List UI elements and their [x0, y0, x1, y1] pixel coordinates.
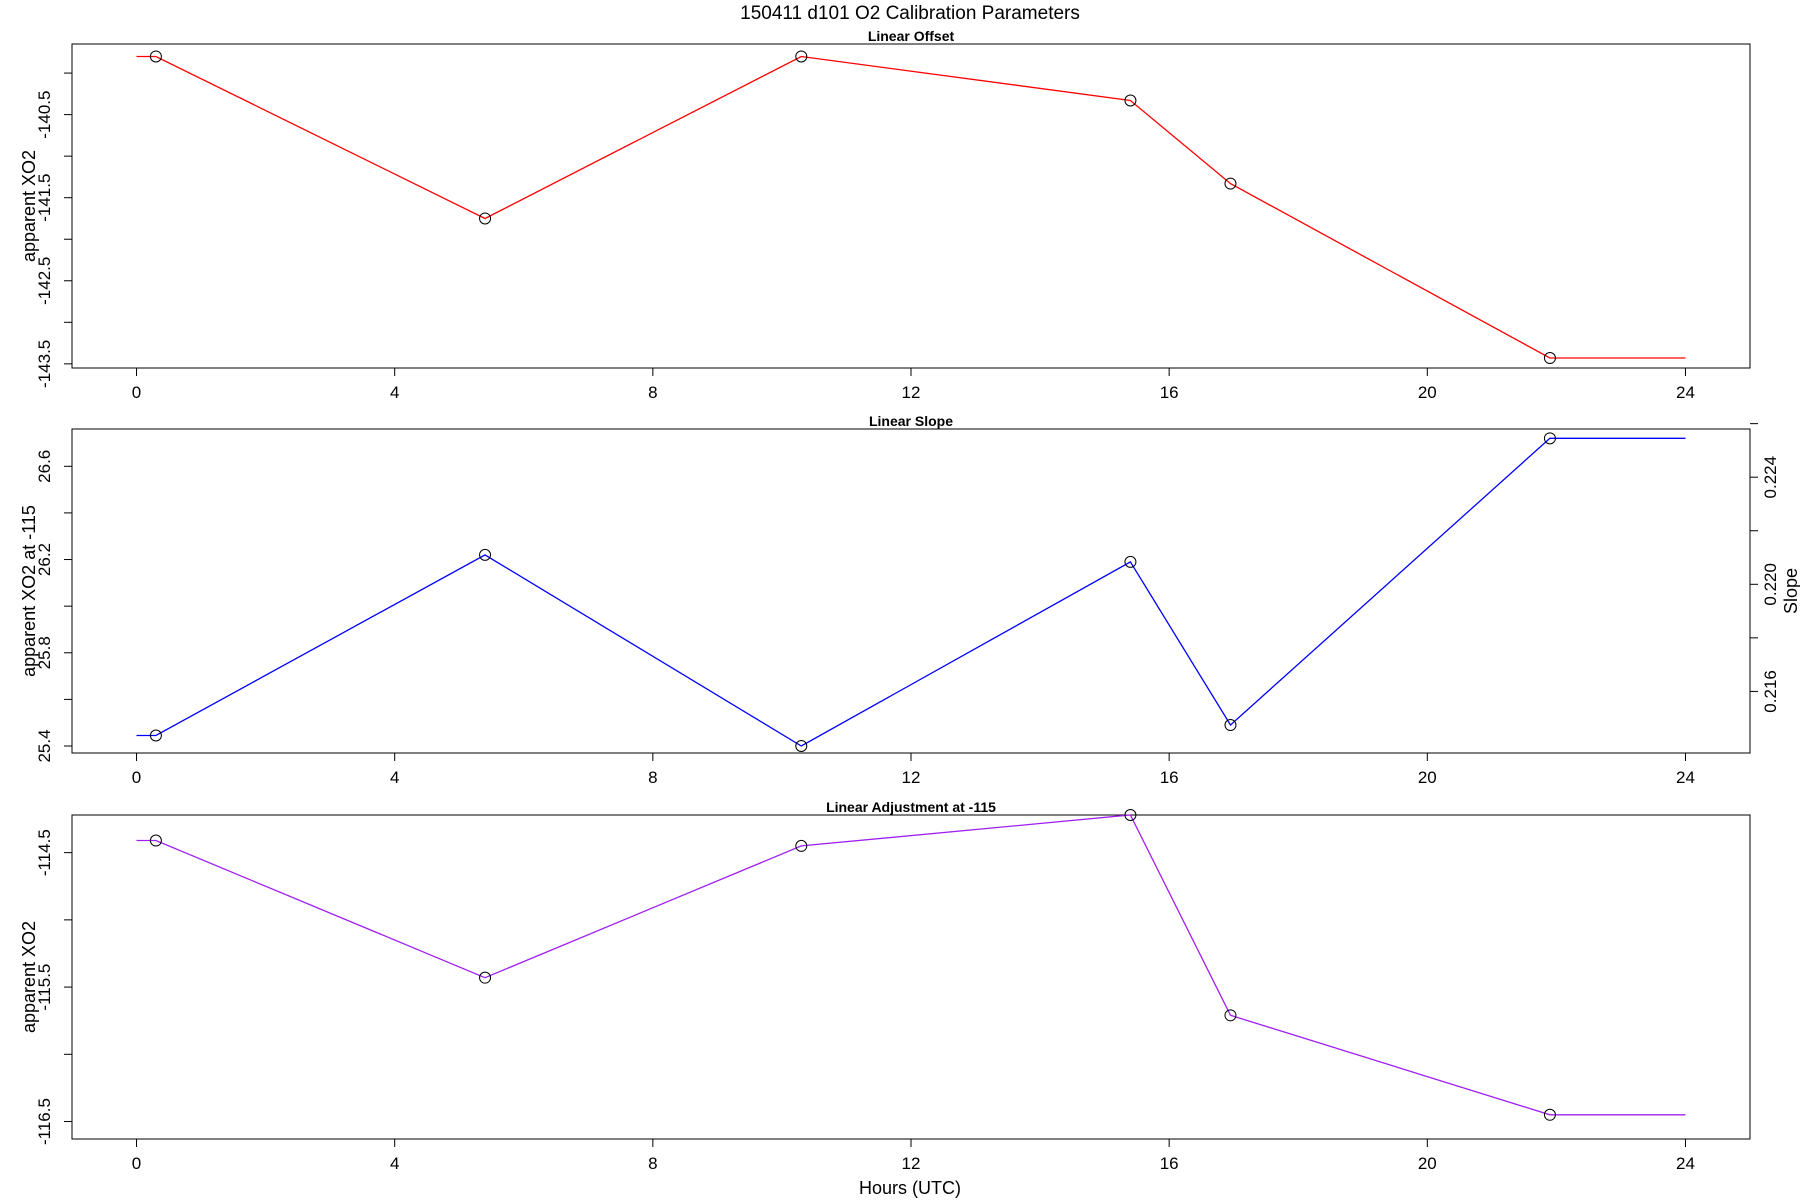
- y-tick-label: -115.5: [35, 964, 54, 1011]
- data-point: [795, 740, 808, 753]
- panel-title: Linear Offset: [868, 28, 955, 44]
- data-point: [1224, 177, 1237, 190]
- data-point: [479, 548, 492, 561]
- x-tick-label: 16: [1160, 768, 1179, 787]
- panel-title: Linear Adjustment at -115: [826, 799, 996, 815]
- plot-frame: [71, 814, 1751, 1140]
- series-line: [136, 437, 1686, 747]
- y2-axis-label: Slope: [1781, 568, 1800, 614]
- x-axis-label: Hours (UTC): [859, 1178, 961, 1198]
- x-tick-label: 20: [1418, 1154, 1437, 1173]
- y-axis-label: apparent XO2: [19, 150, 39, 262]
- data-point: [149, 729, 162, 742]
- x-tick-label: 16: [1160, 1154, 1179, 1173]
- x-tick-label: 12: [902, 383, 921, 402]
- x-tick-label: 8: [648, 383, 657, 402]
- data-point: [1543, 1108, 1556, 1121]
- x-tick-label: 20: [1418, 383, 1437, 402]
- y2-tick-label: 0.224: [1761, 456, 1780, 499]
- y-axis-label: apparent XO2: [19, 921, 39, 1033]
- y-tick-label: 25.8: [35, 636, 54, 669]
- x-tick-label: 0: [132, 1154, 141, 1173]
- x-tick-label: 4: [390, 1154, 399, 1173]
- series-line: [136, 814, 1686, 1116]
- y-tick-label: -140.5: [35, 91, 54, 139]
- chart-main-title: 150411 d101 O2 Calibration Parameters: [740, 3, 1080, 24]
- x-tick-label: 8: [648, 768, 657, 787]
- x-tick-label: 8: [648, 1154, 657, 1173]
- x-tick-label: 0: [132, 383, 141, 402]
- y2-tick-label: 0.220: [1761, 563, 1780, 606]
- x-tick-label: 24: [1676, 383, 1695, 402]
- y-tick-label: 25.4: [35, 729, 54, 762]
- y-tick-label: -141.5: [35, 174, 54, 222]
- y-tick-label: -116.5: [35, 1098, 54, 1145]
- y-tick-label: -114.5: [35, 829, 54, 876]
- y-tick-label: 26.6: [35, 450, 54, 483]
- x-tick-label: 24: [1676, 768, 1695, 787]
- data-point: [1224, 719, 1237, 732]
- data-point: [479, 212, 492, 225]
- chart-panels: Linear Offset 0 4 8 12 16 20 24 -143.5 -142.5 -141…: [19, 28, 1800, 1173]
- panel-2: Linear Slope 0 4 8 12 16 20 24 25.4 25.8 26.2 26.6 a…: [19, 413, 1800, 787]
- y-tick-label: 26.2: [35, 543, 54, 576]
- y-axis-label: apparent XO2 at -115: [19, 505, 39, 677]
- x-tick-label: 4: [390, 383, 399, 402]
- x-tick-label: 16: [1160, 383, 1179, 402]
- plot-frame: [71, 428, 1751, 754]
- data-point: [795, 50, 808, 63]
- data-point: [1124, 809, 1137, 821]
- y-tick-label: -143.5: [35, 340, 54, 388]
- data-point: [149, 50, 162, 63]
- plot-frame: [71, 43, 1751, 369]
- series-line: [136, 55, 1686, 359]
- data-point: [1124, 555, 1137, 568]
- panel-3: Linear Adjustment at -115 0 4 8 12 16 20 24 -116…: [19, 799, 1751, 1173]
- x-tick-label: 24: [1676, 1154, 1695, 1173]
- y-tick-label: -142.5: [35, 257, 54, 305]
- data-point: [1543, 432, 1556, 445]
- x-tick-label: 0: [132, 768, 141, 787]
- data-point: [795, 839, 808, 852]
- x-tick-label: 12: [902, 1154, 921, 1173]
- x-tick-label: 12: [902, 768, 921, 787]
- data-point: [1124, 94, 1137, 107]
- data-point: [479, 971, 492, 984]
- data-point: [1224, 1009, 1237, 1022]
- x-tick-label: 20: [1418, 768, 1437, 787]
- y2-tick-label: 0.216: [1761, 670, 1780, 713]
- data-point: [149, 834, 162, 847]
- panel-1: Linear Offset 0 4 8 12 16 20 24 -143.5 -142.5 -141…: [19, 28, 1751, 402]
- x-tick-label: 4: [390, 768, 399, 787]
- data-point: [1543, 352, 1556, 365]
- panel-title: Linear Slope: [869, 413, 953, 429]
